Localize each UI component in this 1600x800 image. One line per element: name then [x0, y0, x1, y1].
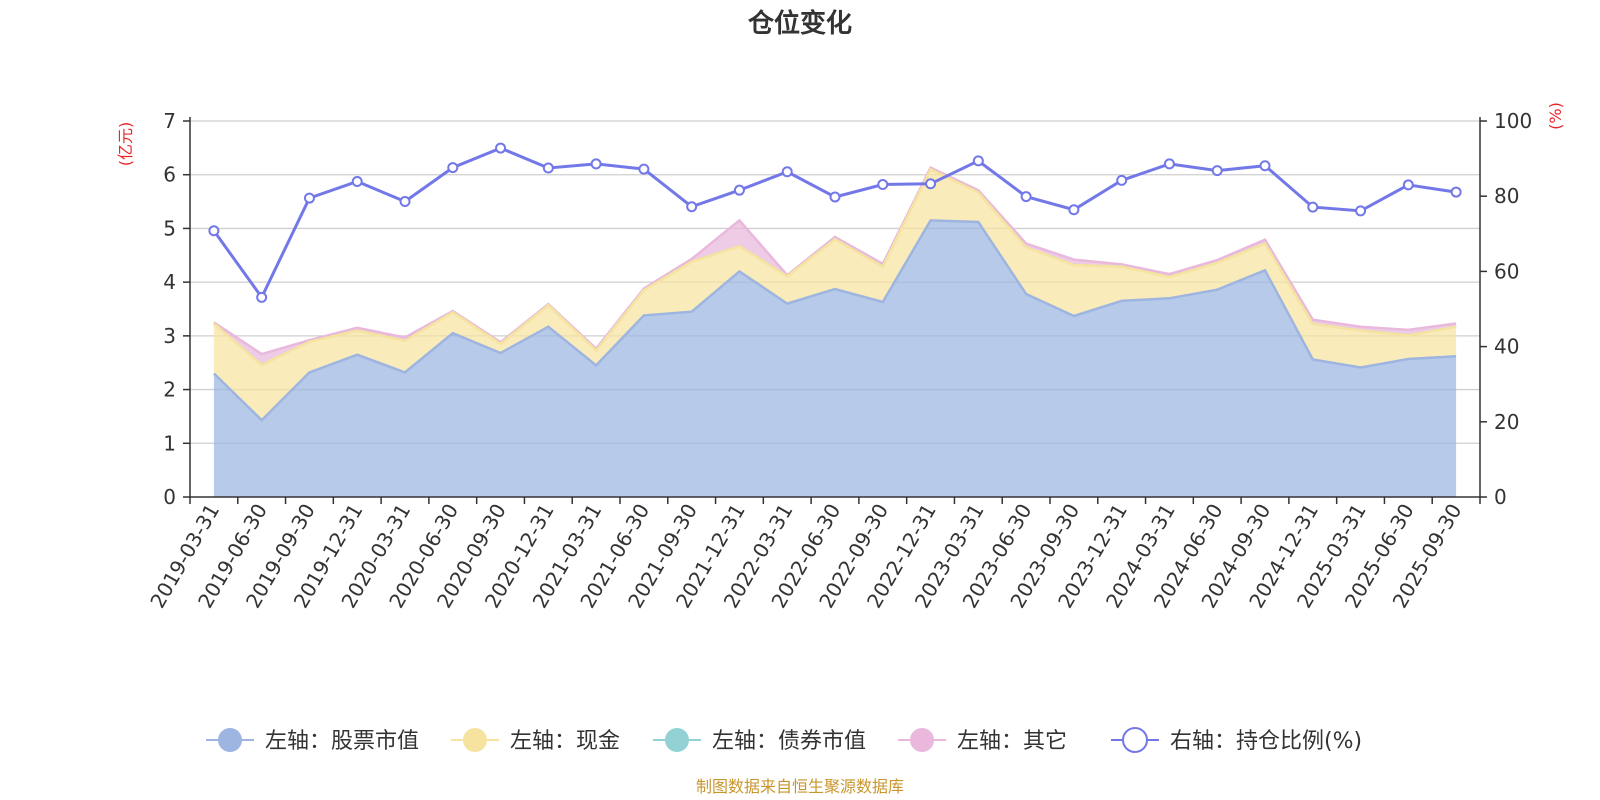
holding-ratio-line	[208, 142, 1462, 303]
legend-item: 左轴：股票市值	[206, 728, 419, 754]
ratio-point	[542, 162, 554, 174]
stacked-areas	[213, 166, 1457, 497]
right-axis-tick-label: 40	[1494, 335, 1519, 359]
legend-item: 左轴：其它	[898, 728, 1067, 754]
legend-marker	[665, 728, 689, 752]
ratio-point	[1450, 186, 1462, 198]
ratio-point	[877, 179, 889, 191]
right-axis-tick-label: 60	[1494, 259, 1519, 283]
ratio-point	[1163, 158, 1175, 170]
ratio-point	[351, 176, 363, 188]
ratio-point	[590, 158, 602, 170]
legend-item: 左轴：债券市值	[653, 728, 866, 754]
area-line-0	[213, 219, 1457, 422]
ratio-point	[1211, 165, 1223, 177]
ratio-point	[208, 225, 220, 237]
left-axis-tick-label: 2	[163, 378, 176, 402]
ratio-point	[1307, 201, 1319, 213]
legend-item: 右轴：持仓比例(%)	[1111, 727, 1362, 754]
ratio-point	[638, 163, 650, 175]
ratio-point	[1020, 191, 1032, 203]
source-note: 制图数据来自恒生聚源数据库	[696, 777, 904, 796]
ratio-point	[1116, 174, 1128, 186]
left-axis-tick-label: 5	[163, 216, 176, 240]
ratio-point	[1355, 205, 1367, 217]
ratio-point	[781, 166, 793, 178]
legend-label: 左轴：现金	[510, 729, 620, 754]
ratio-point	[686, 201, 698, 213]
ratio-point	[256, 291, 268, 303]
area-line-1	[213, 167, 1457, 367]
left-axis-tick-label: 7	[163, 109, 176, 133]
legend-label: 左轴：股票市值	[265, 729, 419, 754]
area-line-3	[213, 166, 1457, 356]
left-axis-unit: (亿元)	[116, 122, 135, 167]
legend-label: 左轴：其它	[957, 729, 1067, 754]
ratio-point	[399, 195, 411, 207]
left-axis-tick-label: 0	[163, 485, 176, 509]
ratio-point	[972, 155, 984, 167]
right-axis-unit: (%)	[1546, 102, 1565, 130]
ratio-point	[829, 191, 841, 203]
legend-marker	[910, 728, 934, 752]
left-axis-tick-label: 6	[163, 163, 176, 187]
area-0	[213, 220, 1457, 497]
legend-marker	[1122, 727, 1148, 753]
legend-marker	[218, 728, 242, 752]
left-axis-tick-label: 3	[163, 324, 176, 348]
legend-marker	[463, 728, 487, 752]
chart-title: 仓位变化	[747, 8, 852, 39]
ratio-point	[1402, 179, 1414, 191]
right-axis-tick-label: 100	[1494, 109, 1532, 133]
left-axis-tick-label: 4	[163, 270, 176, 294]
left-axis-tick-label: 1	[163, 431, 176, 455]
ratio-point	[1068, 204, 1080, 216]
legend-item: 左轴：现金	[451, 728, 620, 754]
ratio-point	[925, 178, 937, 190]
ratio-point	[733, 184, 745, 196]
right-axis-tick-label: 80	[1494, 184, 1519, 208]
ratio-point	[447, 162, 459, 174]
legend-label: 右轴：持仓比例(%)	[1170, 729, 1362, 754]
right-axis-tick-label: 0	[1494, 485, 1507, 509]
ratio-point	[495, 142, 507, 154]
legend-label: 左轴：债券市值	[712, 729, 866, 754]
right-axis-tick-label: 20	[1494, 410, 1519, 434]
ratio-point	[1259, 160, 1271, 172]
ratio-point	[303, 192, 315, 204]
legend: 左轴：股票市值 左轴：现金 左轴：债券市值 左轴：其它 右轴：持仓比例(%)	[206, 727, 1362, 754]
